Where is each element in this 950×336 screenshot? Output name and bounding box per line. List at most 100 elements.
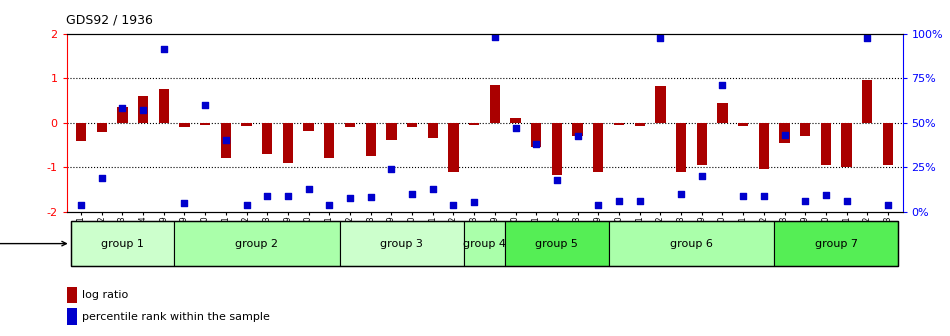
Point — [156, 46, 171, 52]
Bar — [387, 123, 396, 140]
Bar — [505, 221, 609, 266]
Bar — [448, 123, 459, 172]
Bar — [138, 96, 148, 123]
Point — [881, 202, 896, 208]
Bar — [883, 123, 893, 165]
Point — [674, 191, 689, 197]
Point — [632, 198, 647, 203]
Bar — [800, 123, 810, 136]
Bar — [842, 123, 852, 167]
Bar — [821, 123, 831, 165]
Point — [694, 173, 710, 179]
Point — [446, 202, 461, 208]
Bar — [200, 123, 210, 125]
Bar — [779, 123, 789, 143]
Point — [549, 177, 564, 182]
Text: group 3: group 3 — [380, 239, 423, 249]
Bar — [324, 123, 334, 158]
Text: percentile rank within the sample: percentile rank within the sample — [82, 311, 270, 322]
Point — [735, 194, 751, 199]
Point — [839, 198, 854, 203]
Bar — [464, 221, 505, 266]
Bar — [774, 221, 899, 266]
Bar — [262, 123, 273, 154]
Bar — [717, 102, 728, 123]
Bar — [863, 80, 872, 123]
Bar — [340, 221, 464, 266]
Bar — [573, 123, 582, 136]
Point — [612, 198, 627, 203]
Bar — [159, 89, 169, 123]
Point — [756, 194, 771, 199]
Point — [115, 106, 130, 111]
Point — [528, 141, 543, 147]
Bar — [70, 221, 174, 266]
Bar — [174, 221, 340, 266]
Point — [136, 108, 151, 113]
Bar — [510, 118, 521, 123]
Point — [301, 187, 316, 192]
Text: log ratio: log ratio — [82, 290, 128, 300]
Bar — [738, 123, 749, 126]
Point — [259, 194, 275, 199]
Point — [653, 35, 668, 41]
Point — [818, 192, 833, 198]
Bar — [220, 123, 231, 158]
Bar — [675, 123, 686, 172]
Point — [426, 187, 441, 192]
Bar — [635, 123, 645, 126]
Point — [342, 196, 357, 201]
Point — [280, 194, 295, 199]
Bar — [696, 123, 707, 165]
Point — [73, 202, 88, 208]
Bar — [489, 85, 500, 123]
Text: group 7: group 7 — [815, 239, 858, 249]
Bar — [117, 107, 127, 123]
Point — [570, 133, 585, 139]
Point — [466, 199, 482, 205]
Point — [384, 167, 399, 172]
Text: group 2: group 2 — [236, 239, 278, 249]
Bar — [609, 221, 774, 266]
Point — [777, 132, 792, 138]
Point — [798, 198, 813, 203]
Text: group 6: group 6 — [670, 239, 712, 249]
Bar — [531, 123, 542, 147]
Bar — [97, 123, 106, 131]
Point — [714, 82, 730, 87]
Text: GDS92 / 1936: GDS92 / 1936 — [66, 14, 153, 27]
Point — [239, 202, 255, 208]
Text: group 5: group 5 — [536, 239, 579, 249]
Bar — [407, 123, 417, 127]
Bar — [656, 86, 666, 123]
Point — [94, 176, 109, 181]
Bar — [593, 123, 603, 172]
Point — [591, 202, 606, 208]
Bar — [66, 287, 77, 303]
Point — [487, 35, 503, 40]
Point — [405, 191, 420, 197]
Bar — [759, 123, 770, 169]
Point — [177, 200, 192, 206]
Point — [198, 102, 213, 108]
Text: other: other — [0, 239, 66, 249]
Point — [363, 195, 378, 200]
Bar — [283, 123, 294, 163]
Bar — [428, 123, 438, 138]
Point — [218, 137, 234, 142]
Text: group 4: group 4 — [463, 239, 506, 249]
Bar — [303, 123, 314, 131]
Bar — [76, 123, 86, 141]
Bar — [469, 123, 480, 125]
Bar — [241, 123, 252, 126]
Point — [860, 35, 875, 41]
Bar — [366, 123, 376, 156]
Bar — [180, 123, 190, 127]
Bar — [614, 123, 624, 125]
Bar — [345, 123, 355, 127]
Point — [322, 202, 337, 208]
Bar — [552, 123, 562, 175]
Bar — [66, 308, 77, 325]
Text: group 1: group 1 — [101, 239, 143, 249]
Point — [508, 125, 523, 131]
